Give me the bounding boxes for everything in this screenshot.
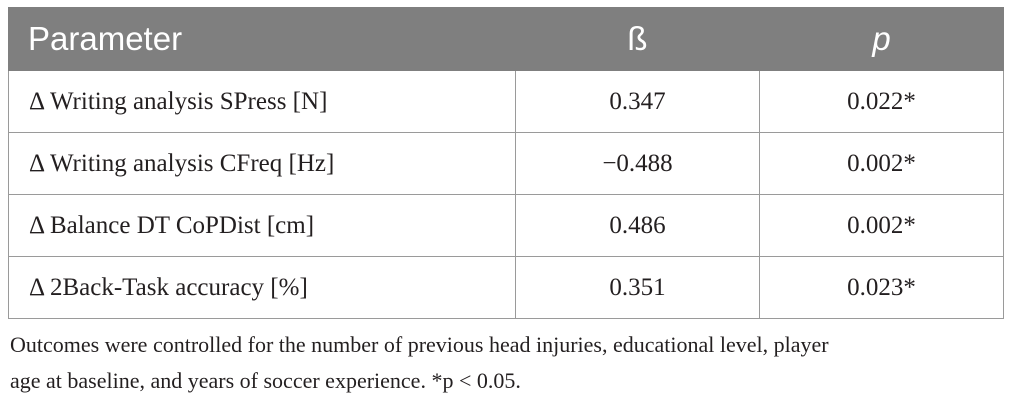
table-row: Δ 2Back-Task accuracy [%] 0.351 0.023*	[8, 256, 1004, 319]
cell-beta: 0.347	[515, 70, 760, 133]
cell-parameter: Δ Writing analysis SPress [N]	[8, 70, 516, 133]
results-table: Parameter ß p Δ Writing analysis SPress …	[8, 7, 1004, 319]
header-p-label: p	[872, 20, 891, 57]
cell-parameter: Δ Writing analysis CFreq [Hz]	[8, 132, 516, 195]
table-header: Parameter ß p	[8, 7, 1004, 71]
results-table-container: Parameter ß p Δ Writing analysis SPress …	[8, 7, 1004, 319]
footnote-line-2: age at baseline, and years of soccer exp…	[10, 368, 521, 393]
cell-p: 0.002*	[759, 132, 1004, 195]
header-parameter: Parameter	[8, 7, 516, 71]
table-row: Δ Balance DT CoPDist [cm] 0.486 0.002*	[8, 194, 1004, 257]
footnote-line-1: Outcomes were controlled for the number …	[10, 332, 829, 357]
header-beta: ß	[515, 7, 760, 71]
table-row: Δ Writing analysis SPress [N] 0.347 0.02…	[8, 70, 1004, 133]
table-row: Δ Writing analysis CFreq [Hz] −0.488 0.0…	[8, 132, 1004, 195]
header-row: Parameter ß p	[8, 7, 1004, 71]
table-body: Δ Writing analysis SPress [N] 0.347 0.02…	[8, 70, 1004, 319]
cell-beta: 0.351	[515, 256, 760, 319]
cell-beta: 0.486	[515, 194, 760, 257]
header-p: p	[759, 7, 1004, 71]
cell-beta: −0.488	[515, 132, 760, 195]
cell-p: 0.002*	[759, 194, 1004, 257]
table-footnote: Outcomes were controlled for the number …	[10, 327, 1005, 399]
cell-parameter: Δ 2Back-Task accuracy [%]	[8, 256, 516, 319]
cell-p: 0.023*	[759, 256, 1004, 319]
cell-parameter: Δ Balance DT CoPDist [cm]	[8, 194, 516, 257]
cell-p: 0.022*	[759, 70, 1004, 133]
